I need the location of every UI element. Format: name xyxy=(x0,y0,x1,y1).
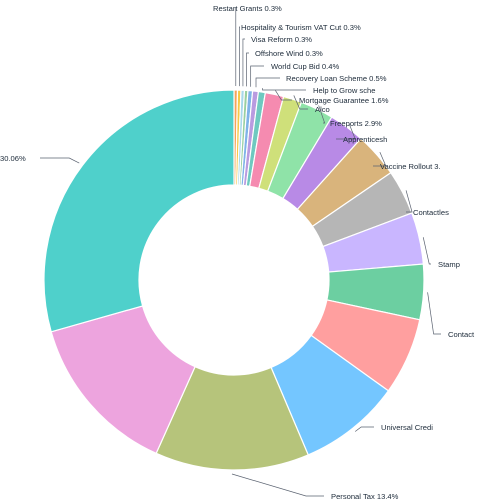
slice-label: Restart Grants 0.3% xyxy=(213,4,282,13)
slice-label: Mortgage Guarantee 1.6% xyxy=(299,96,389,105)
slice-label: Contactles xyxy=(413,208,449,217)
slice-furlough[interactable] xyxy=(43,89,235,333)
slice-label: Offshore Wind 0.3% xyxy=(255,49,323,58)
leader-line xyxy=(275,90,292,101)
leader-line xyxy=(246,52,249,87)
leader-line xyxy=(262,88,306,91)
leader-line xyxy=(427,292,441,335)
leader-line xyxy=(293,95,308,110)
slice-label: Personal Tax 13.4% xyxy=(331,492,399,500)
slice-label: Visa Reform 0.3% xyxy=(251,35,312,44)
slice-label: Vaccine Rollout 3. xyxy=(380,162,441,171)
slice-label: Alco xyxy=(315,105,330,114)
slices-group xyxy=(43,89,425,471)
leader-line xyxy=(239,26,240,87)
slice-label: Freeports 2.9% xyxy=(330,119,382,128)
labels-group: Restart Grants 0.3% Hospitality & Tourism… xyxy=(0,4,475,500)
leader-line xyxy=(255,77,280,88)
leader-line xyxy=(336,123,356,140)
slice-label: Hospitality & Tourism VAT Cut 0.3% xyxy=(241,23,361,32)
slice-label: Apprenticesh xyxy=(343,135,387,144)
slice-label: Recovery Loan Scheme 0.5% xyxy=(286,74,387,83)
slice-label: World Cup Bid 0.4% xyxy=(271,62,339,71)
leader-line xyxy=(405,190,413,213)
leader-line xyxy=(231,473,324,497)
leader-line xyxy=(354,426,374,432)
slice-label: Contact xyxy=(448,330,475,339)
leader-line xyxy=(373,151,387,167)
leader-line xyxy=(422,237,431,265)
leader-line xyxy=(318,105,326,124)
slice-label: Help to Grow sche xyxy=(313,86,375,95)
slice-label: Universal Credi xyxy=(381,423,433,432)
slice-label: Stamp xyxy=(438,260,460,269)
slice-label: 30.06% xyxy=(0,154,26,163)
leader-line xyxy=(242,38,245,87)
leader-line xyxy=(40,157,80,164)
leader-line xyxy=(250,65,264,87)
